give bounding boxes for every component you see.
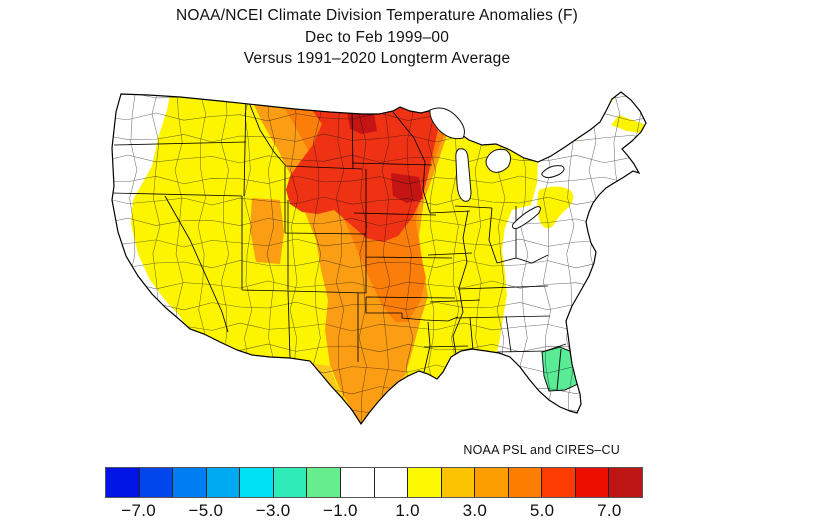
colorbar-tick-label: 3.0 [462,501,488,520]
region-utah-orange [250,198,284,264]
colorbar [105,467,643,498]
colorbar-tick-label: −3.0 [255,501,291,520]
colorbar-segment [373,468,408,497]
colorbar-tick-label: −7.0 [121,501,156,520]
colorbar-segment [239,468,273,497]
colorbar-segment [106,468,139,497]
region-west-pennsylvania-yellow [537,186,574,229]
lake-erie [512,206,541,229]
state-borders [112,95,567,373]
region-california-coast-white [112,198,188,330]
region-maine-coast-yellow [611,115,646,133]
region-central-florida-green [541,346,579,392]
colorbar-segment [541,468,575,497]
colorbar-segment [474,468,508,497]
region-east-nd-dark-red-2 [391,173,423,203]
colorbar-tick-label: 1.0 [395,501,420,520]
colorbar-segment [339,468,374,497]
colorbar-segment [272,468,307,497]
florida-division-line [556,348,562,391]
colorbar-segment [608,468,642,497]
lake-ontario [541,165,565,179]
lake-michigan [455,148,472,202]
lake-huron [485,148,512,173]
colorbar-segment [440,468,475,497]
colorbar-segment [507,468,542,497]
chart-title-line-2: Dec to Feb 1999–00 [304,28,450,46]
colorbar-segment [407,468,441,497]
chart-title-block: NOAA/NCEI Climate Division Temperature A… [2,5,752,70]
colorbar-segment [306,468,340,497]
region-northern-plains-red [286,104,438,242]
credit-label: NOAA PSL and CIRES–CU [463,443,620,457]
region-northeast-nd-dark-red-1 [347,111,377,134]
us-outline [111,91,647,426]
colorbar-segment [205,468,240,497]
colorbar-tick-label: 5.0 [529,501,555,520]
colorbar-tick-label: 7.0 [597,501,622,520]
colorbar-segment [138,468,173,497]
colorbar-segment [172,468,206,497]
lake-superior [429,107,465,140]
chart-title-line-1: NOAA/NCEI Climate Division Temperature A… [175,7,579,24]
colorbar-tick-label: −5.0 [188,501,224,520]
chart-title-line-3: Versus 1991–2020 Longterm Average [243,50,511,67]
colorbar-tick-label: −1.0 [322,501,358,520]
colorbar-segment [574,468,609,497]
